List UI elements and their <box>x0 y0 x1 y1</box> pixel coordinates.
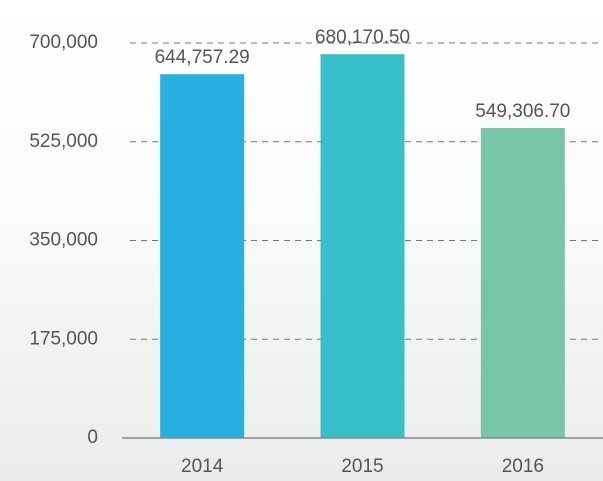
y-tick-label: 700,000 <box>29 32 98 53</box>
value-label: 680,170.50 <box>315 27 410 48</box>
y-tick-label: 0 <box>87 427 98 448</box>
x-tick-label: 2014 <box>181 456 224 477</box>
chart: 0 175,000 350,000 525,000 700,000 644,757.29 2… <box>0 0 603 481</box>
y-tick-label: 350,000 <box>29 230 98 251</box>
y-tick-label: 175,000 <box>29 328 98 349</box>
value-label: 549,306.70 <box>475 101 570 122</box>
bar <box>321 54 405 438</box>
y-tick-label: 525,000 <box>29 131 98 152</box>
x-tick-label: 2015 <box>341 456 383 477</box>
value-label: 644,757.29 <box>155 47 250 68</box>
bar <box>160 74 244 438</box>
bar <box>481 128 565 438</box>
x-tick-label: 2016 <box>502 456 544 477</box>
